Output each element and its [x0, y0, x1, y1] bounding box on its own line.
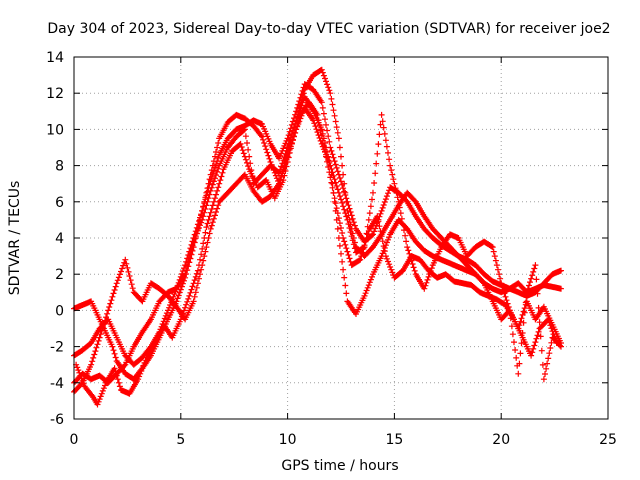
x-tick-label: 25: [599, 432, 617, 448]
axis-ticks: [73, 56, 609, 420]
x-axis-title: GPS time / hours: [281, 458, 398, 474]
y-tick-label: 10: [46, 122, 64, 138]
y-tick-label: -6: [50, 412, 64, 428]
x-tick-label: 10: [279, 432, 297, 448]
y-tick-label: 0: [55, 303, 64, 319]
x-tick-label: 15: [385, 432, 403, 448]
y-tick-label: 14: [46, 50, 64, 66]
tick-labels: 0 5 10 15 20 25 -6 -4 -2 0 2 4 6 8 10 12 14: [46, 50, 617, 448]
data-marks: [71, 66, 564, 408]
chart-title: Day 304 of 2023, Sidereal Day-to-day VTE…: [47, 21, 610, 37]
y-tick-label: 4: [55, 231, 64, 247]
y-tick-label: 2: [55, 267, 64, 283]
y-tick-label: 6: [55, 195, 64, 211]
x-tick-label: 5: [176, 432, 185, 448]
plus-markers: [73, 99, 560, 408]
y-axis-title: SDTVAR / TECUs: [7, 181, 23, 296]
y-tick-label: 12: [46, 86, 64, 102]
y-tick-label: -4: [50, 376, 64, 392]
series-track-5: [73, 99, 560, 408]
grid: [74, 57, 608, 419]
x-tick-label: 0: [70, 432, 79, 448]
x-tick-label: 20: [492, 432, 510, 448]
y-tick-label: 8: [55, 159, 64, 175]
y-tick-label: -2: [50, 340, 64, 356]
